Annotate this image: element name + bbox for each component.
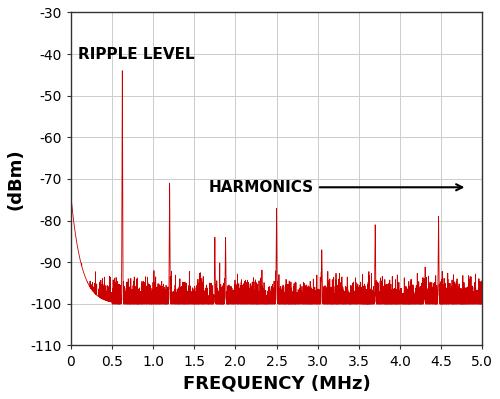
Text: HARMONICS: HARMONICS bbox=[209, 180, 462, 195]
X-axis label: FREQUENCY (MHz): FREQUENCY (MHz) bbox=[182, 374, 370, 392]
Text: RIPPLE LEVEL: RIPPLE LEVEL bbox=[78, 47, 195, 61]
Y-axis label: (dBm): (dBm) bbox=[7, 148, 25, 210]
